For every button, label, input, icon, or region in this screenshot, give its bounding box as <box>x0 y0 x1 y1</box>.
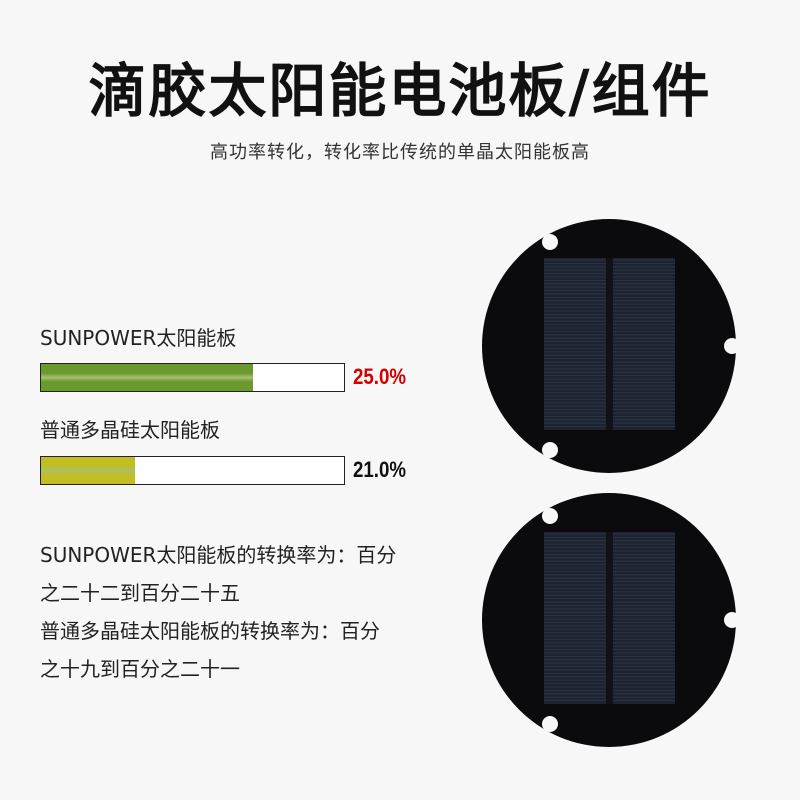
sunpower-bar-fill <box>41 364 254 391</box>
page-subtitle: 高功率转化，转化率比传统的单晶太阳能板高 <box>210 142 590 163</box>
description: SUNPOWER太阳能板的转换率为：百分 之二十二到百分二十五 普通多晶硅太阳能… <box>40 536 480 688</box>
description-line: SUNPOWER太阳能板的转换率为：百分 <box>40 543 397 567</box>
description-line: 之十九到百分之二十一 <box>40 657 240 681</box>
description-line: 之二十二到百分二十五 <box>40 581 240 605</box>
description-line: 普通多晶硅太阳能板的转换率为：百分 <box>40 619 380 643</box>
polysilicon-bar-fill <box>41 457 135 484</box>
solar-panel-image-1 <box>482 219 740 473</box>
sunpower-efficiency-bar <box>40 363 345 392</box>
polysilicon-efficiency-bar <box>40 456 345 485</box>
sunpower-label: SUNPOWER太阳能板 <box>40 326 237 350</box>
sunpower-efficiency-value: 25.0% <box>353 364 407 389</box>
polysilicon-efficiency-value: 21.0% <box>353 457 407 482</box>
polysilicon-label: 普通多晶硅太阳能板 <box>40 418 220 442</box>
page-title: 滴胶太阳能电池板/组件 <box>88 57 712 125</box>
solar-panel-image-2 <box>482 493 740 747</box>
